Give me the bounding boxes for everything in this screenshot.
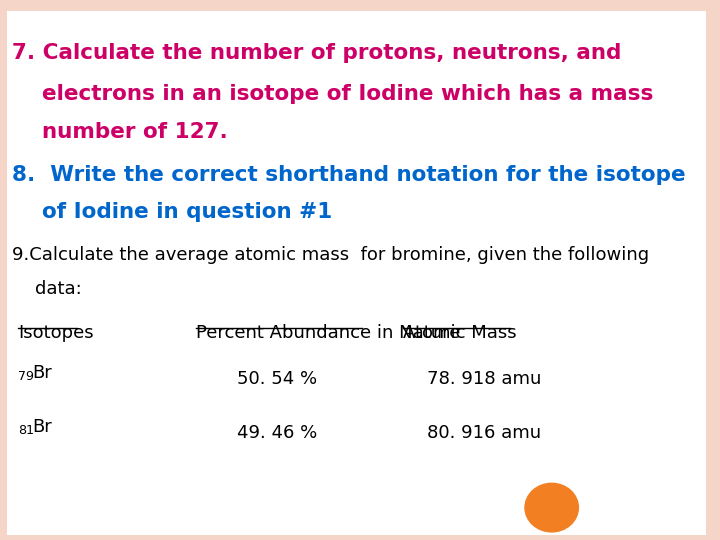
Text: 80. 916 amu: 80. 916 amu: [427, 424, 541, 442]
Text: 9.Calculate the average atomic mass  for bromine, given the following: 9.Calculate the average atomic mass for …: [12, 246, 649, 264]
Text: 49. 46 %: 49. 46 %: [238, 424, 318, 442]
Circle shape: [525, 483, 578, 532]
Text: data:: data:: [12, 280, 81, 298]
Text: 79: 79: [18, 370, 34, 383]
Text: Isotopes: Isotopes: [18, 324, 94, 342]
Text: 81: 81: [18, 424, 34, 437]
Text: number of 127.: number of 127.: [12, 122, 228, 141]
Text: Atomic Mass: Atomic Mass: [403, 324, 517, 342]
Text: electrons in an isotope of Iodine which has a mass: electrons in an isotope of Iodine which …: [12, 84, 653, 104]
Text: 8.  Write the correct shorthand notation for the isotope: 8. Write the correct shorthand notation …: [12, 165, 685, 185]
Text: Percent Abundance in Nature: Percent Abundance in Nature: [196, 324, 460, 342]
Text: Br: Br: [32, 418, 53, 436]
Text: Br: Br: [32, 364, 53, 382]
Text: 7. Calculate the number of protons, neutrons, and: 7. Calculate the number of protons, neut…: [12, 43, 621, 63]
Text: of Iodine in question #1: of Iodine in question #1: [12, 202, 332, 222]
Text: 78. 918 amu: 78. 918 amu: [427, 370, 541, 388]
Text: 50. 54 %: 50. 54 %: [238, 370, 318, 388]
